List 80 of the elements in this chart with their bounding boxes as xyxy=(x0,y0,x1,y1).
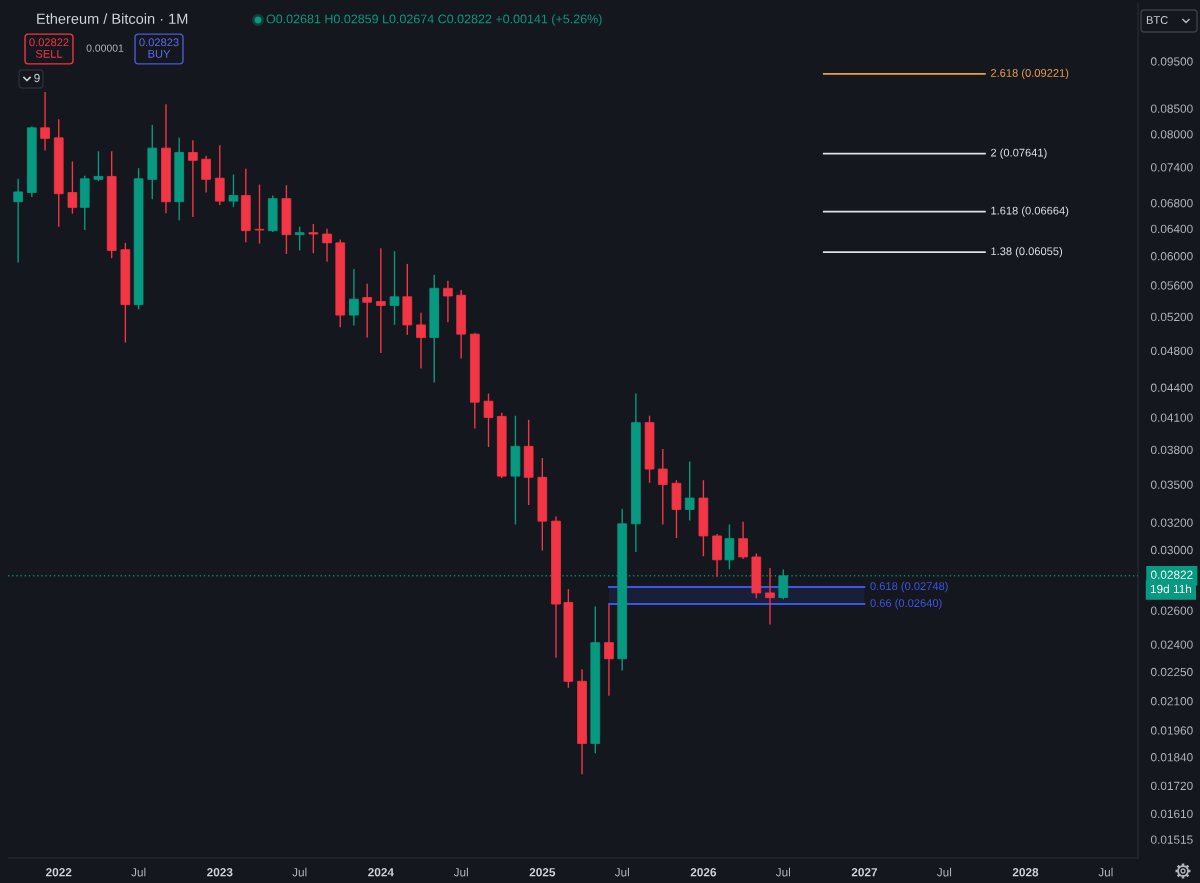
candlestick xyxy=(684,461,695,521)
y-tick-label: 0.02600 xyxy=(1150,606,1193,615)
y-tick-label: 0.03000 xyxy=(1150,545,1193,555)
candlestick xyxy=(362,283,372,338)
x-tick-label: 2026 xyxy=(690,868,717,877)
y-tick-label: 0.01720 xyxy=(1150,781,1193,791)
y-tick-label: 0.06400 xyxy=(1150,224,1193,234)
y-tick-label: 0.01610 xyxy=(1150,809,1193,819)
y-tick-label: 0.05600 xyxy=(1150,281,1193,290)
y-tick-label: 0.01515 xyxy=(1150,835,1193,844)
series-label: 2 (0.07641) xyxy=(991,148,1047,159)
y-tick-label: 0.05200 xyxy=(1150,312,1193,322)
annotation: O0.02681 H0.02859 L0.02674 C0.02822 +0.00141 (+5.26%) xyxy=(266,14,602,26)
x-tick-label: Jul xyxy=(131,867,146,877)
y-tick-label: 0.03500 xyxy=(1150,480,1193,489)
y-tick-label: 0.08000 xyxy=(1150,130,1193,139)
y-tick-label: 0.04800 xyxy=(1150,346,1193,356)
candlestick xyxy=(188,140,198,217)
annotation: 0.00001 xyxy=(86,44,124,52)
candlestick xyxy=(308,224,319,254)
y-tick-label: 0.06000 xyxy=(1150,252,1193,261)
candlestick xyxy=(254,184,265,244)
x-tick-label: Jul xyxy=(775,867,790,877)
series-label: 1.38 (0.06055) xyxy=(991,247,1063,258)
candlestick xyxy=(322,228,332,262)
y-tick-label: 0.06800 xyxy=(1150,199,1193,208)
candlestick xyxy=(40,92,50,151)
x-tick-label: 2025 xyxy=(529,868,556,877)
annotation: 0.02823 BUY xyxy=(139,38,179,58)
series-label: 0.618 (0.02748) xyxy=(870,581,948,593)
text: BTC xyxy=(1146,16,1168,24)
candlestick xyxy=(228,174,239,207)
annotation: 0.02822 SELL xyxy=(29,38,69,58)
x-tick-label: Jul xyxy=(614,867,629,877)
x-tick-label: 2027 xyxy=(851,868,878,877)
y-tick-label: 0.04400 xyxy=(1150,383,1193,392)
candlestick xyxy=(294,226,305,251)
candlestick xyxy=(349,268,359,326)
y-tick-label: 0.02400 xyxy=(1150,640,1193,649)
candlestick xyxy=(604,604,614,696)
y-tick-label: 0.01960 xyxy=(1150,726,1193,735)
candlestick xyxy=(93,151,104,182)
candlestick xyxy=(712,533,722,577)
x-tick-label: Jul xyxy=(1098,867,1113,877)
candlestick xyxy=(724,524,735,570)
y-tick-label: 0.09500 xyxy=(1150,57,1193,66)
candlestick xyxy=(657,448,668,525)
y-tick-label: 0.03200 xyxy=(1150,518,1193,527)
candlestick xyxy=(416,312,426,369)
series-label: 1.618 (0.06664) xyxy=(991,206,1069,217)
y-tick-label: 0.03800 xyxy=(1150,445,1193,455)
x-tick-label: Jul xyxy=(453,867,468,877)
x-tick-label: 2022 xyxy=(46,868,72,877)
candlestick xyxy=(67,161,78,214)
candlestick xyxy=(389,251,400,325)
candlestick xyxy=(214,145,225,205)
candlestick xyxy=(376,248,386,354)
text: Ethereum / Bitcoin · 1M xyxy=(37,13,188,24)
x-tick-label: Jul xyxy=(936,867,952,877)
x-tick-label: 2023 xyxy=(207,868,233,877)
candlestick xyxy=(13,178,23,263)
x-tick-label: 2024 xyxy=(368,868,394,877)
candlestick xyxy=(483,393,494,448)
candlestick xyxy=(765,567,775,625)
y-tick-label: 0.07400 xyxy=(1150,163,1193,172)
y-tick-label: 0.04100 xyxy=(1150,413,1193,422)
y-tick-label: 0.08500 xyxy=(1150,104,1193,113)
series-label: 0.66 (0.02640) xyxy=(870,598,942,610)
y-tick-label: 0.01840 xyxy=(1150,753,1193,762)
candlestick xyxy=(443,280,453,323)
series-label: 2.618 (0.09221) xyxy=(991,68,1069,80)
ref-line-label: 0.02822 xyxy=(1150,570,1193,579)
x-tick-label: Jul xyxy=(292,867,307,877)
text: 19d 11h xyxy=(1150,584,1192,594)
x-tick-label: 2028 xyxy=(1012,868,1039,877)
candlestick xyxy=(738,521,748,560)
y-tick-label: 0.02100 xyxy=(1150,697,1193,706)
candlestick xyxy=(201,155,211,193)
y-tick-label: 0.02250 xyxy=(1150,667,1193,677)
annotation: 9 xyxy=(34,73,40,83)
